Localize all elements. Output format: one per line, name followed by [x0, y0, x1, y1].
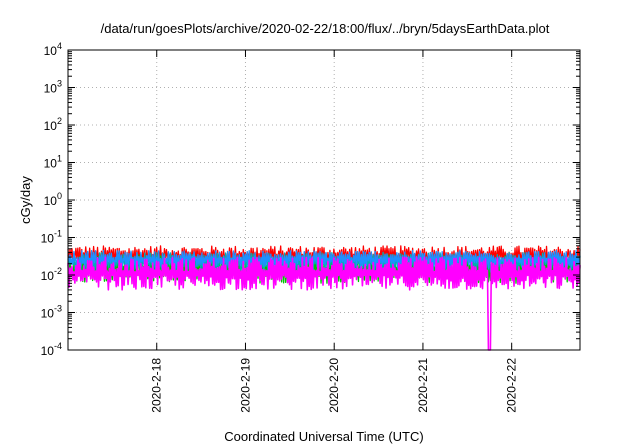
- y-tick-labels: 104 103 102 101 100 10-1 10-2 10-3 10-4: [41, 41, 62, 358]
- y-tick-label: 10-2: [41, 266, 62, 283]
- grid: [68, 50, 580, 350]
- y-tick-label: 103: [44, 79, 62, 96]
- x-tick-label: 2020-2-21: [416, 358, 430, 413]
- x-tick-label: 2020-2-22: [505, 358, 519, 413]
- y-tick-label: 101: [44, 154, 62, 171]
- x-tick-label: 2020-2-18: [150, 358, 164, 413]
- y-tick-label: 104: [44, 41, 62, 58]
- chart-title: /data/run/goesPlots/archive/2020-02-22/1…: [101, 21, 550, 36]
- series-line-5: [67, 256, 581, 351]
- y-tick-label: 10-3: [41, 304, 62, 321]
- x-axis-label: Coordinated Universal Time (UTC): [224, 429, 423, 444]
- axis-ticks: [68, 49, 580, 351]
- series-line-4: [67, 249, 581, 270]
- x-tick-label: 2020-2-19: [238, 358, 252, 413]
- y-tick-label: 102: [44, 116, 62, 133]
- series-layer: [67, 245, 581, 351]
- x-tick-label: 2020-2-20: [327, 358, 341, 413]
- y-tick-label: 10-1: [41, 229, 62, 246]
- y-axis-label: cGy/day: [18, 176, 33, 224]
- y-tick-label: 100: [44, 191, 62, 208]
- y-tick-label: 10-4: [41, 341, 62, 358]
- x-tick-labels: 2020-2-18 2020-2-19 2020-2-20 2020-2-21 2020…: [150, 358, 519, 413]
